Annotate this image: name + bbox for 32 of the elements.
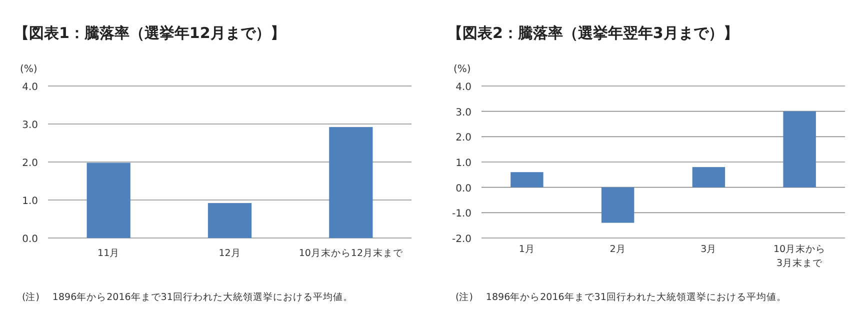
text: (注) 1896年から2016年まで31回行われた大統領選挙における平均値。 — [22, 291, 353, 303]
text: (注) 1896年から2016年まで31回行われた大統領選挙における平均値。 — [456, 291, 786, 303]
y-tick-label: 2.0 — [456, 132, 472, 144]
y-tick-label: 0.0 — [22, 234, 38, 245]
x-tick-label: 10月末から3月末まで — [774, 243, 826, 269]
y-tick-label: -1.0 — [452, 208, 472, 220]
chart-title: 【図表2：騰落率（選挙年翌年3月まで）】 — [448, 24, 738, 42]
y-tick-label: 4.0 — [22, 82, 38, 93]
y-axis-title: (%) — [20, 64, 38, 75]
y-tick-label: 3.0 — [22, 120, 38, 131]
bar — [692, 167, 726, 188]
x-tick-label: 1月 — [518, 244, 535, 255]
x-tick-label: 10月末から12月末まで — [298, 247, 404, 259]
y-tick-label: 4.0 — [456, 82, 472, 93]
x-tick-label: 11月 — [98, 248, 120, 259]
bar — [86, 162, 130, 238]
bar — [601, 187, 634, 223]
y-tick-label: 2.0 — [22, 158, 38, 169]
y-tick-label: 0.0 — [456, 183, 472, 194]
y-tick-label: 1.0 — [22, 196, 38, 207]
bar — [208, 203, 252, 238]
y-tick-label: 1.0 — [456, 158, 472, 169]
y-tick-label: -2.0 — [452, 234, 472, 245]
bar — [783, 111, 816, 188]
bar — [510, 172, 544, 188]
x-tick-label: 3月 — [700, 244, 717, 255]
bar — [329, 127, 373, 238]
x-tick-label: 2月 — [610, 244, 626, 255]
y-tick-label: 3.0 — [456, 107, 472, 118]
chart-title: 【図表1：騰落率（選挙年12月まで）】 — [14, 24, 286, 42]
x-tick-label: 12月 — [218, 248, 241, 259]
y-axis-title: (%) — [454, 64, 471, 75]
